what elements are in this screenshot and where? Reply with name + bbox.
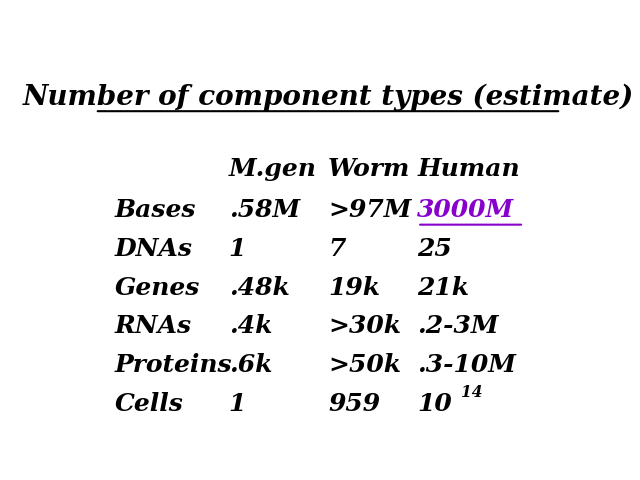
Text: 19k: 19k xyxy=(328,276,380,300)
Text: 7: 7 xyxy=(328,237,346,261)
Text: 10: 10 xyxy=(417,392,452,416)
Text: 21k: 21k xyxy=(417,276,469,300)
Text: 1: 1 xyxy=(229,237,246,261)
Text: 14: 14 xyxy=(461,384,483,401)
Text: .4k: .4k xyxy=(229,314,272,338)
Text: .2-3M: .2-3M xyxy=(417,314,499,338)
Text: Cells: Cells xyxy=(115,392,184,416)
Text: DNAs: DNAs xyxy=(115,237,193,261)
Text: 25: 25 xyxy=(417,237,452,261)
Text: Worm: Worm xyxy=(328,157,410,181)
Text: Number of component types (estimate): Number of component types (estimate) xyxy=(22,84,634,111)
Text: 959: 959 xyxy=(328,392,380,416)
Text: >30k: >30k xyxy=(328,314,401,338)
Text: .48k: .48k xyxy=(229,276,290,300)
Text: 1: 1 xyxy=(229,392,246,416)
Text: .6k: .6k xyxy=(229,353,272,377)
Text: .3-10M: .3-10M xyxy=(417,353,516,377)
Text: Proteins: Proteins xyxy=(115,353,232,377)
Text: Bases: Bases xyxy=(115,198,196,222)
Text: >97M: >97M xyxy=(328,198,412,222)
Text: RNAs: RNAs xyxy=(115,314,192,338)
Text: .58M: .58M xyxy=(229,198,300,222)
Text: Genes: Genes xyxy=(115,276,200,300)
Text: >50k: >50k xyxy=(328,353,401,377)
Text: Human: Human xyxy=(417,157,520,181)
Text: 3000M: 3000M xyxy=(417,198,515,222)
Text: M.gen: M.gen xyxy=(229,157,317,181)
